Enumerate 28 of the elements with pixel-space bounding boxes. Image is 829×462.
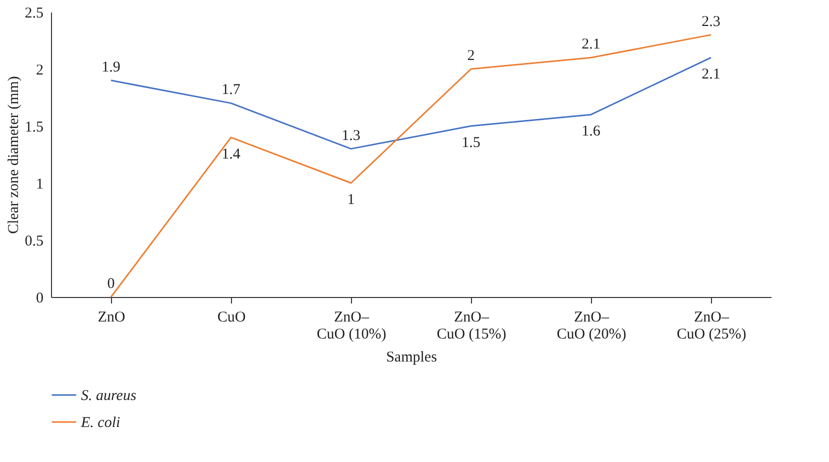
data-label: 1.3 xyxy=(342,128,360,144)
y-axis-title: Clear zone diameter (mm) xyxy=(6,76,22,234)
y-tick-label: 1 xyxy=(36,176,44,192)
x-tick-label: ZnO xyxy=(98,310,126,326)
data-label: 1.9 xyxy=(102,59,120,76)
x-tick-label: ZnO–CuO (20%) xyxy=(556,310,626,342)
data-label: 2 xyxy=(467,48,475,64)
data-label: 1 xyxy=(347,192,355,208)
y-tick-label: 1.5 xyxy=(24,120,44,136)
data-label: 2.1 xyxy=(702,66,720,83)
x-tick-label: ZnO–CuO (25%) xyxy=(676,310,746,342)
y-tick-label: 2.5 xyxy=(24,6,44,22)
data-label: 1.4 xyxy=(222,146,241,162)
y-tick-label: 0 xyxy=(36,290,44,306)
data-label: 1.5 xyxy=(462,135,480,151)
x-axis-title: Samples xyxy=(386,350,438,366)
x-tick-label: ZnO–CuO (10%) xyxy=(316,310,386,342)
x-tick-label: CuO xyxy=(217,310,246,326)
y-tick-label: 0.5 xyxy=(24,234,44,250)
data-label: 0 xyxy=(107,276,115,292)
legend-label: E. coli xyxy=(80,415,120,431)
legend-label: S. aureus xyxy=(81,388,136,404)
data-label: 1.7 xyxy=(222,82,241,98)
x-tick-label: ZnO–CuO (15%) xyxy=(436,310,506,342)
data-label: 2.1 xyxy=(582,36,600,53)
data-label: 1.6 xyxy=(582,124,601,140)
data-label: 2.3 xyxy=(702,14,720,30)
y-tick-label: 2 xyxy=(36,62,44,78)
